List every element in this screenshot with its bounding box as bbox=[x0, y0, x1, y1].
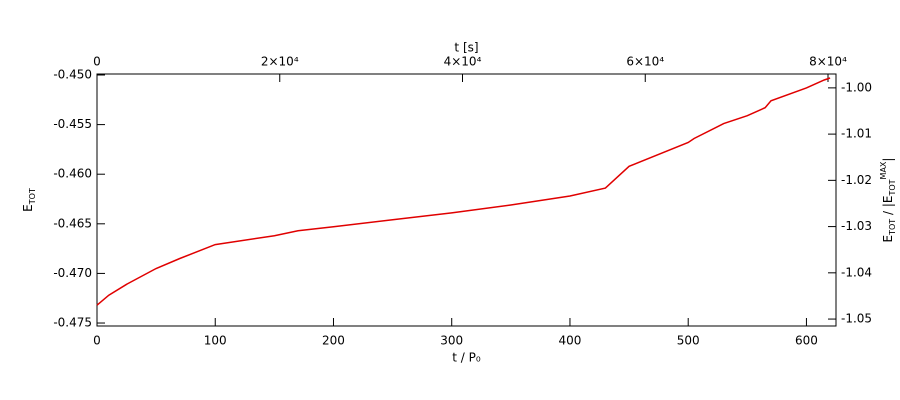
y-tick-label: -0.455 bbox=[53, 117, 92, 131]
y-axis-label-part: TOT bbox=[28, 188, 37, 205]
y2-axis-label-part: E bbox=[881, 235, 895, 243]
x2-tick-label: 4×10⁴ bbox=[444, 55, 482, 69]
y2-tick-label: -1.01 bbox=[841, 127, 872, 141]
x-tick-label: 500 bbox=[677, 334, 700, 348]
y2-axis-label-part: TOT bbox=[888, 219, 897, 236]
y2-axis-label: ETOT / |ETOTMAX| bbox=[879, 158, 897, 243]
y-tick-label: -0.470 bbox=[53, 266, 92, 280]
x-tick-label: 0 bbox=[93, 334, 101, 348]
y-tick-label: -0.450 bbox=[53, 67, 92, 81]
x-tick-label: 300 bbox=[440, 334, 463, 348]
x-tick-label: 100 bbox=[204, 334, 227, 348]
y2-axis-label-part: | bbox=[881, 158, 895, 162]
x2-axis-label: t [s] bbox=[454, 41, 478, 55]
y2-axis-label-part: / |E bbox=[881, 196, 895, 219]
x2-tick-label: 8×10⁴ bbox=[809, 55, 847, 69]
y-axis-label: ETOT bbox=[21, 188, 37, 212]
y2-tick-label: -1.02 bbox=[841, 173, 872, 187]
y2-tick-label: -1.04 bbox=[841, 265, 872, 279]
y2-axis-label-part: MAX bbox=[879, 161, 888, 179]
y-tick-label: -0.475 bbox=[53, 316, 92, 330]
x-axis-label: t / P₀ bbox=[452, 351, 481, 365]
y-tick-label: -0.460 bbox=[53, 167, 92, 181]
x-tick-label: 400 bbox=[559, 334, 582, 348]
y2-tick-label: -1.00 bbox=[841, 80, 872, 94]
data-line bbox=[96, 77, 831, 306]
y2-axis-label-part: TOT bbox=[888, 179, 897, 196]
y2-tick-label: -1.05 bbox=[841, 312, 872, 326]
x-tick-label: 200 bbox=[322, 334, 345, 348]
x2-tick-label: 2×10⁴ bbox=[261, 55, 299, 69]
y2-tick-label: -1.03 bbox=[841, 219, 872, 233]
plot-frame bbox=[96, 73, 837, 327]
x-tick-label: 600 bbox=[795, 334, 818, 348]
x2-tick-label: 6×10⁴ bbox=[626, 55, 664, 69]
y-axis-label-part: E bbox=[21, 204, 35, 212]
y-tick-label: -0.465 bbox=[53, 216, 92, 230]
x2-tick-label: 0 bbox=[93, 55, 101, 69]
